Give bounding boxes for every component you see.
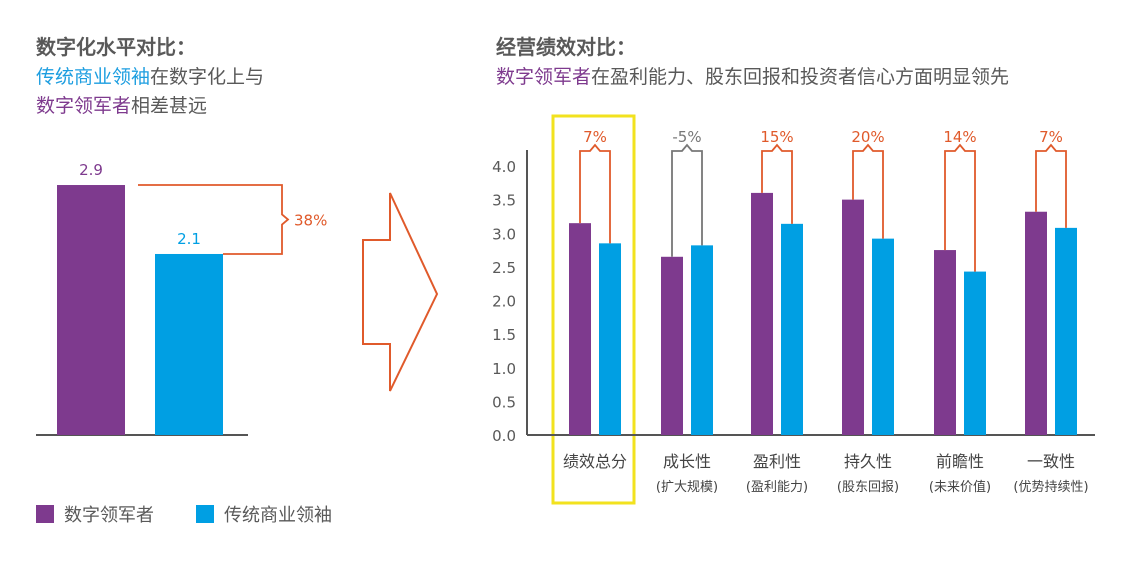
y-tick-label: 2.0 (492, 293, 516, 311)
legend-leaders-label: 数字领军者 (64, 505, 154, 526)
subcategory-label-4: (股东回报) (837, 480, 899, 495)
bar-traditional-5 (964, 271, 986, 435)
y-tick-label: 3.0 (492, 225, 516, 243)
right-subtitle-rest: 在盈利能力、股东回报和投资者信心方面明显领先 (591, 66, 1010, 88)
difference-bracket-2 (671, 143, 703, 257)
left-subtitle-highlight-traditional: 传统商业领袖 (36, 66, 151, 88)
category-label-2: 成长性 (663, 452, 711, 471)
left-bar-value-label-2: 2.1 (177, 230, 201, 248)
bar-leaders-6 (1025, 211, 1047, 435)
left-bar-1 (57, 185, 125, 435)
y-tick-label: 4.0 (492, 158, 516, 176)
right-title: 经营绩效对比： (496, 35, 636, 59)
y-tick-label: 0.5 (492, 393, 516, 411)
bar-leaders-2 (661, 256, 683, 435)
y-tick-label: 3.5 (492, 192, 516, 210)
legend-traditional-swatch (196, 505, 214, 523)
left-difference-label: 38% (294, 212, 327, 230)
left-subtitle-line1-rest: 在数字化上与 (150, 66, 265, 88)
left-title: 数字化水平对比： (36, 35, 196, 59)
subcategory-label-5: (未来价值) (929, 479, 991, 495)
transition-arrow-icon (362, 192, 439, 392)
legend-leaders: 数字领军者 (36, 501, 154, 527)
bar-traditional-1 (599, 243, 621, 435)
y-tick-label: 1.5 (492, 326, 516, 344)
legend-traditional: 传统商业领袖 (196, 501, 332, 527)
difference-bracket-5 (944, 143, 976, 272)
bar-leaders-4 (842, 199, 864, 435)
subcategory-label-2: (扩大规模) (656, 480, 718, 495)
subcategory-label-6: (优势持续性) (1013, 479, 1088, 495)
left-subtitle-line1: 传统商业领袖在数字化上与 (36, 62, 264, 89)
bar-traditional-6 (1055, 227, 1077, 435)
left-bar-value-label-1: 2.9 (79, 161, 103, 179)
difference-label-5: 14% (943, 128, 976, 146)
left-subtitle-line2-rest: 相差甚远 (131, 95, 208, 117)
legend-traditional-label: 传统商业领袖 (224, 505, 332, 526)
legend-leaders-swatch (36, 505, 54, 523)
difference-label-4: 20% (851, 128, 884, 146)
category-label-5: 前瞻性 (936, 452, 984, 471)
difference-label-6: 7% (1039, 128, 1063, 146)
bar-traditional-3 (781, 223, 803, 435)
y-tick-label: 2.5 (492, 259, 516, 277)
difference-label-3: 15% (760, 128, 793, 146)
difference-bracket-4 (852, 143, 884, 239)
subcategory-label-3: (盈利能力) (746, 480, 808, 495)
difference-bracket-6 (1035, 143, 1067, 228)
left-difference-bracket (138, 184, 290, 255)
bar-traditional-4 (872, 238, 894, 435)
category-label-3: 盈利性 (753, 452, 801, 471)
difference-label-2: -5% (672, 128, 701, 146)
category-label-6: 一致性 (1027, 452, 1075, 471)
left-subtitle-line2: 数字领军者相差甚远 (36, 91, 207, 118)
bar-leaders-1 (569, 223, 591, 435)
category-label-4: 持久性 (844, 452, 892, 471)
right-subtitle: 数字领军者在盈利能力、股东回报和投资者信心方面明显领先 (496, 62, 1009, 89)
bar-leaders-5 (934, 250, 956, 435)
left-subtitle-highlight-leaders: 数字领军者 (36, 95, 132, 117)
right-subtitle-highlight-leaders: 数字领军者 (496, 66, 592, 88)
highlight-box (551, 114, 636, 505)
difference-label-1: 7% (583, 128, 607, 146)
left-bar-2 (155, 253, 223, 435)
y-tick-label: 0.0 (492, 427, 516, 445)
difference-bracket-1 (579, 143, 611, 244)
difference-bracket-3 (761, 143, 793, 224)
y-tick-label: 1.0 (492, 360, 516, 378)
category-label-1: 绩效总分 (563, 452, 627, 471)
bar-leaders-3 (751, 192, 773, 435)
bar-traditional-2 (691, 245, 713, 435)
